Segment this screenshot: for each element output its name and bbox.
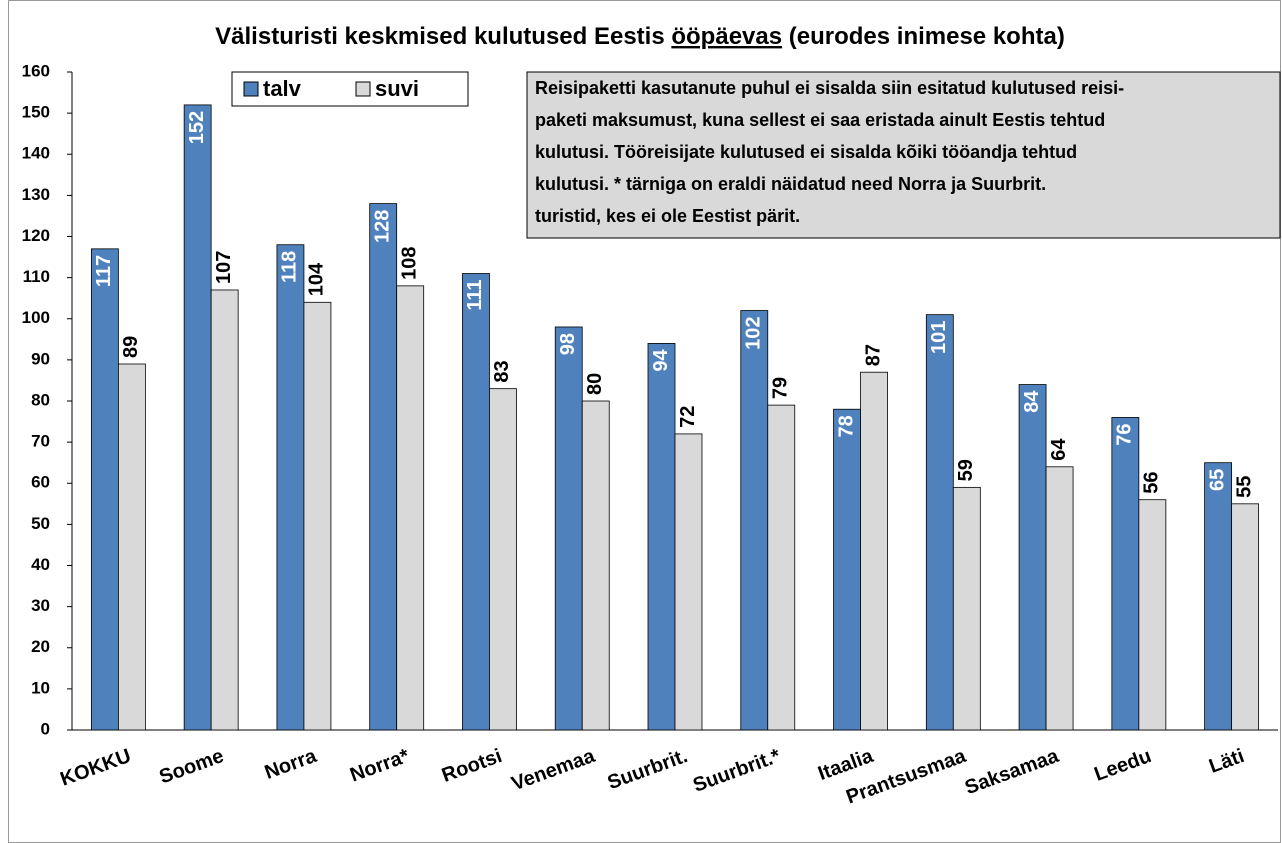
bar xyxy=(952,486,981,731)
y-tick-label: 30 xyxy=(31,596,50,615)
bar xyxy=(1138,499,1167,731)
bar xyxy=(674,433,703,731)
bar xyxy=(833,408,861,731)
y-tick-label: 10 xyxy=(31,678,50,697)
y-tick-label: 20 xyxy=(31,637,50,656)
bar xyxy=(860,371,888,731)
data-label: 152 xyxy=(186,111,208,144)
y-tick-label: 140 xyxy=(22,144,50,163)
annotation-line: paketi maksumust, kuna sellest ei saa er… xyxy=(535,110,1105,130)
data-label: 55 xyxy=(1233,476,1255,498)
y-tick-label: 110 xyxy=(23,267,50,286)
data-label: 128 xyxy=(371,210,393,243)
bar xyxy=(183,104,212,731)
data-label: 87 xyxy=(862,344,884,366)
bar xyxy=(117,363,146,731)
bar xyxy=(1111,417,1140,731)
bar xyxy=(303,301,332,731)
bar xyxy=(210,289,239,731)
data-label: 108 xyxy=(398,246,420,279)
y-tick-label: 0 xyxy=(41,719,50,738)
annotation-line: turistid, kes ei ole Eestist pärit. xyxy=(535,206,800,226)
bar xyxy=(767,404,796,731)
data-label: 101 xyxy=(928,321,950,354)
legend-label: suvi xyxy=(375,76,419,101)
bar xyxy=(462,273,490,731)
bar xyxy=(647,343,676,731)
bar xyxy=(396,285,425,731)
annotation-line: Reisipaketti kasutanute puhul ei sisalda… xyxy=(535,78,1124,98)
data-label: 89 xyxy=(120,336,142,358)
legend-label: talv xyxy=(263,76,302,101)
data-label: 79 xyxy=(770,377,792,399)
bar xyxy=(581,400,610,731)
title-part: (eurodes inimese kohta) xyxy=(789,23,1065,50)
data-label: 56 xyxy=(1141,471,1163,493)
bar xyxy=(740,310,769,731)
bar xyxy=(1045,466,1074,731)
bar xyxy=(925,314,954,731)
bar xyxy=(369,203,398,731)
data-label: 80 xyxy=(584,373,606,395)
chart-title: Välisturisti keskmised kulutused Eestis … xyxy=(215,23,1065,50)
y-tick-label: 150 xyxy=(22,103,50,122)
annotation-line: kulutusi. * tärniga on eraldi näidatud n… xyxy=(535,174,1046,194)
y-tick-label: 130 xyxy=(22,185,50,204)
bar xyxy=(554,326,583,731)
data-label: 102 xyxy=(743,317,765,350)
y-tick-label: 90 xyxy=(31,349,50,368)
bar xyxy=(489,388,517,731)
bar xyxy=(1231,503,1260,731)
legend-swatch xyxy=(355,81,371,97)
annotation-box xyxy=(526,71,1281,239)
data-label: 94 xyxy=(650,349,672,372)
y-tick-label: 70 xyxy=(31,432,50,451)
y-tick-label: 80 xyxy=(31,390,50,409)
data-label: 104 xyxy=(306,262,328,296)
y-tick-label: 120 xyxy=(22,226,50,245)
data-label: 107 xyxy=(213,251,235,284)
y-tick-label: 160 xyxy=(22,61,50,80)
data-label: 118 xyxy=(279,251,301,283)
data-label: 76 xyxy=(1114,423,1136,445)
bar xyxy=(1204,462,1233,731)
bar xyxy=(276,244,305,731)
data-label: 72 xyxy=(677,406,699,428)
data-label: 111 xyxy=(464,280,486,311)
legend-box xyxy=(231,71,469,107)
y-tick-label: 100 xyxy=(22,308,50,327)
data-label: 83 xyxy=(491,360,513,382)
data-label: 65 xyxy=(1206,469,1228,491)
data-label: 59 xyxy=(955,459,977,481)
data-label: 64 xyxy=(1048,438,1070,461)
data-label: 98 xyxy=(557,333,579,355)
annotation-line: kulutusi. Tööreisijate kulutused ei sisa… xyxy=(535,142,1077,162)
legend-swatch xyxy=(243,81,259,97)
y-tick-label: 60 xyxy=(31,473,50,492)
data-label: 117 xyxy=(93,255,115,287)
bar xyxy=(1018,384,1047,731)
title-part: Välisturisti keskmised kulutused Eestis xyxy=(215,23,665,50)
data-label: 84 xyxy=(1021,390,1043,413)
data-label: 78 xyxy=(835,415,857,437)
bar xyxy=(90,248,119,731)
y-tick-label: 40 xyxy=(31,555,50,574)
title-part: ööpäevas xyxy=(671,23,782,50)
y-tick-label: 50 xyxy=(31,514,50,533)
